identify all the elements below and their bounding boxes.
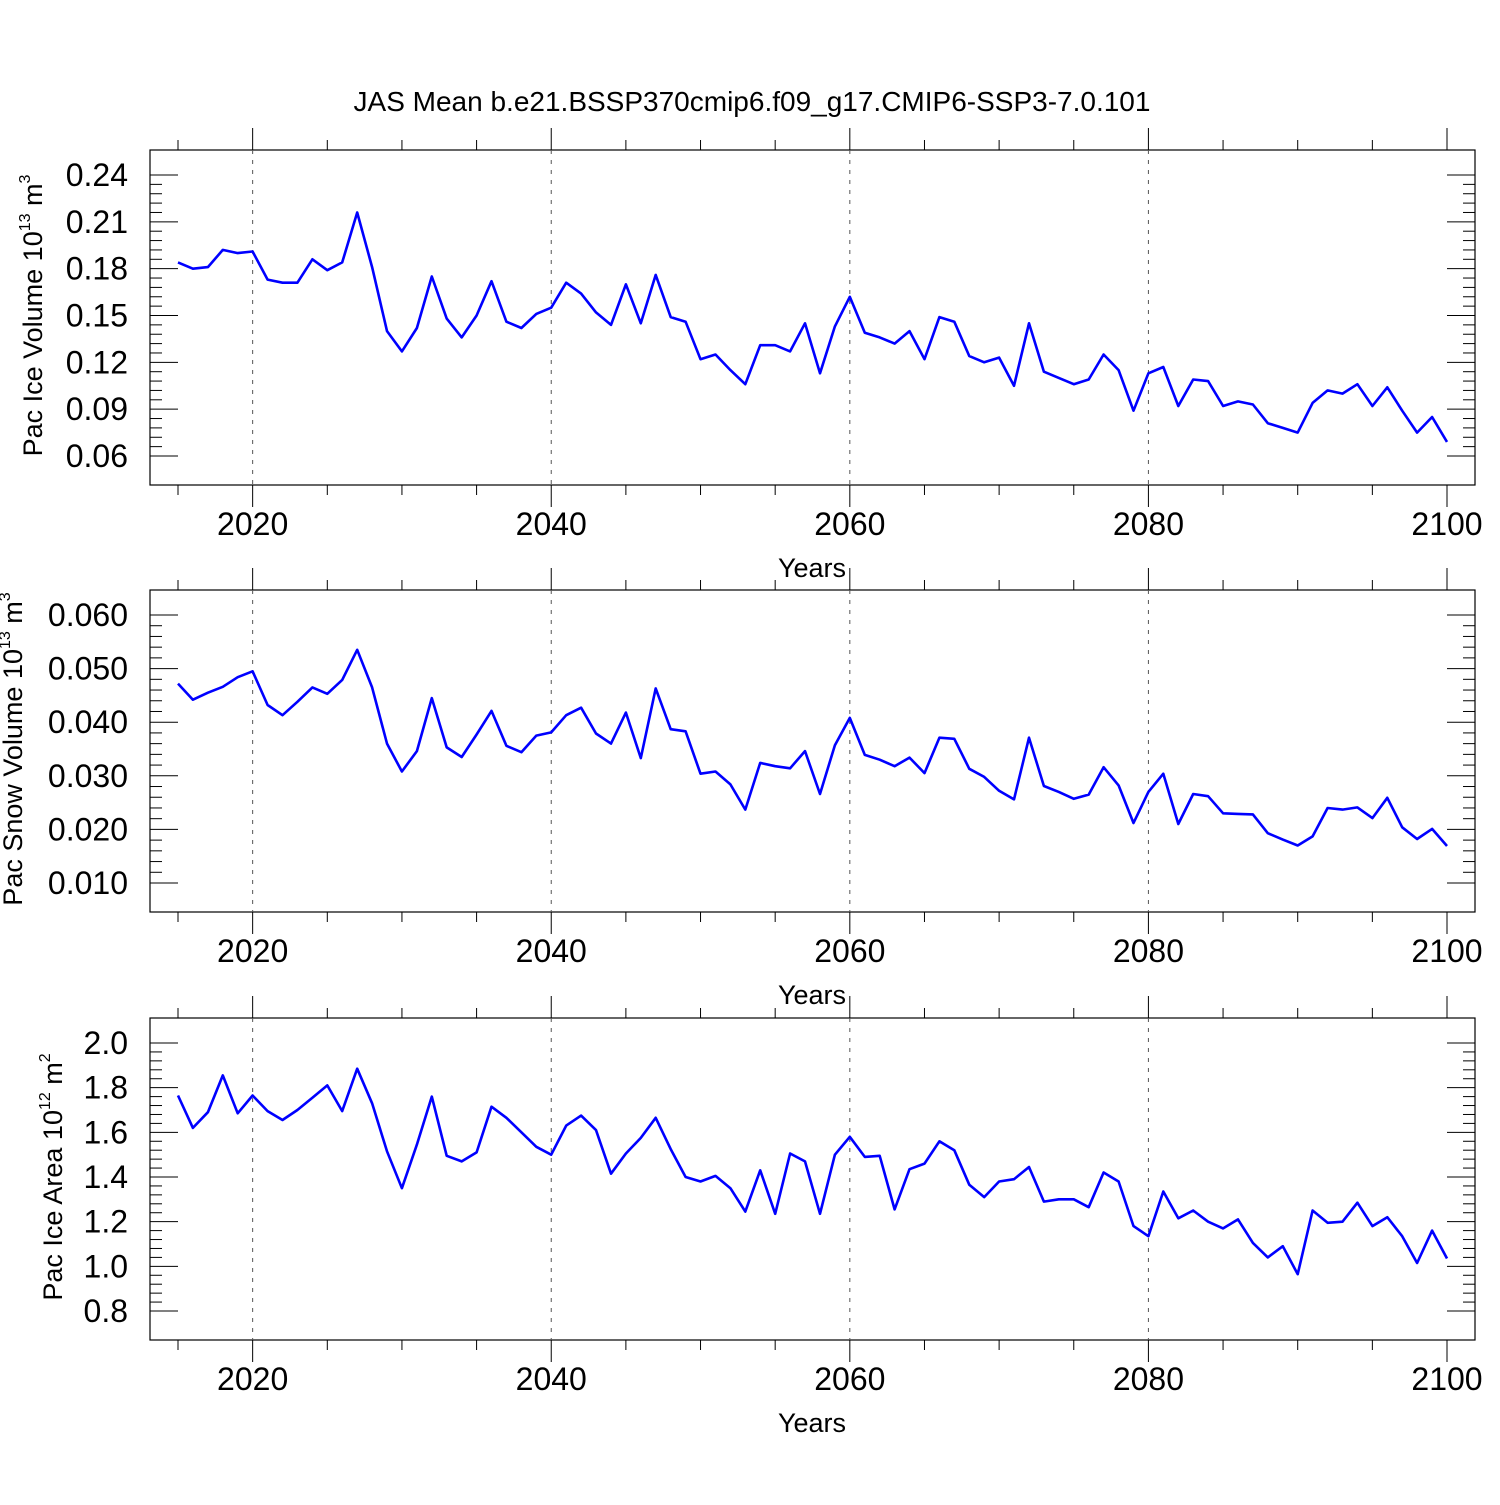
y-tick-label: 1.8: [84, 1070, 128, 1106]
y-axis-label: Pac Ice Volume 1013 m3: [17, 174, 48, 456]
y-axis-label-exponent: 12: [37, 1092, 54, 1110]
y-axis-label-main: Pac Ice Area 10: [38, 1110, 68, 1301]
y-tick-label: 0.030: [48, 758, 128, 794]
y-tick-label: 2.0: [84, 1025, 128, 1061]
y-axis-label-unit: m: [38, 1062, 68, 1092]
series-line: [177, 648, 1448, 847]
y-tick-label: 0.12: [66, 344, 128, 380]
x-tick-label: 2100: [1411, 506, 1482, 542]
x-tick-label: 2040: [516, 506, 587, 542]
y-tick-label: 1.2: [84, 1204, 128, 1240]
x-tick-label: 2080: [1113, 933, 1184, 969]
x-tick-label: 2060: [814, 933, 885, 969]
y-tick-label: 0.060: [48, 597, 128, 633]
series-line: [177, 211, 1449, 443]
y-tick-label: 0.020: [48, 811, 128, 847]
x-tick-label: 2060: [814, 1361, 885, 1397]
x-tick-label: 2020: [217, 1361, 288, 1397]
x-axis-label: Years: [778, 1408, 846, 1438]
x-tick-label: 2080: [1113, 1361, 1184, 1397]
plot-frame: [149, 589, 1476, 913]
y-axis-label: Pac Ice Area 1012 m2: [37, 1053, 68, 1300]
y-tick-label: 1.6: [84, 1114, 128, 1150]
y-tick-label: 0.21: [66, 204, 128, 240]
y-tick-label: 0.010: [48, 865, 128, 901]
y-tick-label: 0.050: [48, 651, 128, 687]
x-tick-label: 2080: [1113, 506, 1184, 542]
plot-frame: [149, 1017, 1476, 1341]
plot-frame: [149, 149, 1476, 486]
y-tick-label: 0.06: [66, 438, 128, 474]
chart-title: JAS Mean b.e21.BSSP370cmip6.f09_g17.CMIP…: [354, 86, 1151, 117]
y-axis-label-unit-exponent: 2: [37, 1053, 54, 1062]
y-axis-label-main: Pac Snow Volume 10: [0, 649, 28, 906]
x-tick-label: 2040: [516, 1361, 587, 1397]
y-tick-label: 0.18: [66, 251, 128, 287]
y-axis-label-unit-exponent: 3: [17, 174, 34, 183]
y-axis-label-unit-exponent: 3: [0, 592, 14, 601]
x-axis-label: Years: [778, 553, 846, 583]
y-tick-label: 0.15: [66, 298, 128, 334]
panel-1: 2020 2040 2060 2080 2100 Years 0.06 0.09 0.12 0.1…: [17, 128, 1483, 583]
panel-2: 2020 2040 2060 2080 2100 Years 0.010 0.020 0.030…: [0, 568, 1483, 1010]
x-tick-label: 2040: [516, 933, 587, 969]
y-tick-label: 0.24: [66, 157, 128, 193]
x-tick-label: 2100: [1411, 933, 1482, 969]
x-axis-label: Years: [778, 980, 846, 1010]
y-axis-label-unit: m: [0, 601, 28, 631]
x-tick-label: 2020: [217, 933, 288, 969]
x-tick-label: 2020: [217, 506, 288, 542]
y-axis-label-exponent: 13: [0, 631, 14, 649]
y-axis-label-exponent: 13: [17, 213, 34, 231]
y-axis-label: Pac Snow Volume 1013 m3: [0, 592, 28, 905]
y-tick-label: 0.09: [66, 391, 128, 427]
y-axis-label-main: Pac Ice Volume 10: [18, 231, 48, 456]
series-line: [176, 1067, 1449, 1276]
y-tick-label: 0.8: [84, 1293, 128, 1329]
x-tick-label: 2100: [1411, 1361, 1482, 1397]
y-axis-label-unit: m: [18, 183, 48, 213]
y-tick-label: 1.4: [84, 1159, 128, 1195]
panel-3: 2020 2040 2060 2080 2100 Years 0.8 1.0 1.2 1.4 1.6…: [37, 996, 1483, 1438]
y-tick-label: 0.040: [48, 704, 128, 740]
x-tick-label: 2060: [814, 506, 885, 542]
y-tick-label: 1.0: [84, 1248, 128, 1284]
